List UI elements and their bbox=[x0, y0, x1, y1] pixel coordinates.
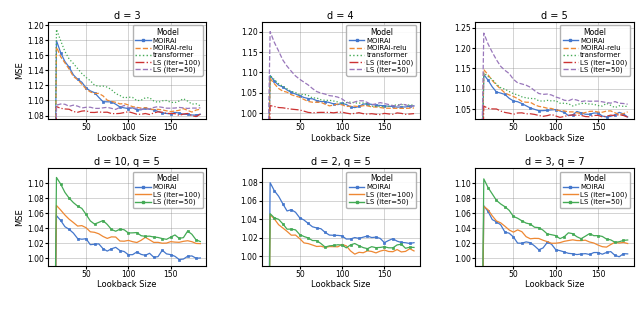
Legend: MOIRAI, LS (iter=100), LS (iter=50): MOIRAI, LS (iter=100), LS (iter=50) bbox=[132, 171, 203, 208]
X-axis label: Lookback Size: Lookback Size bbox=[97, 280, 157, 289]
Title: d = 3, q = 7: d = 3, q = 7 bbox=[525, 157, 584, 167]
X-axis label: Lookback Size: Lookback Size bbox=[311, 280, 371, 289]
Y-axis label: MSE: MSE bbox=[15, 61, 24, 79]
Legend: MOIRAI, MOIRAI-relu, transformer, LS (iter=100), LS (iter=50): MOIRAI, MOIRAI-relu, transformer, LS (it… bbox=[560, 25, 630, 76]
X-axis label: Lookback Size: Lookback Size bbox=[311, 134, 371, 143]
X-axis label: Lookback Size: Lookback Size bbox=[525, 134, 584, 143]
Title: d = 5: d = 5 bbox=[541, 11, 568, 21]
Title: d = 3: d = 3 bbox=[114, 11, 140, 21]
X-axis label: Lookback Size: Lookback Size bbox=[525, 280, 584, 289]
Legend: MOIRAI, MOIRAI-relu, transformer, LS (iter=100), LS (iter=50): MOIRAI, MOIRAI-relu, transformer, LS (it… bbox=[132, 25, 203, 76]
Legend: MOIRAI, MOIRAI-relu, transformer, LS (iter=100), LS (iter=50): MOIRAI, MOIRAI-relu, transformer, LS (it… bbox=[346, 25, 417, 76]
Legend: MOIRAI, LS (iter=100), LS (iter=50): MOIRAI, LS (iter=100), LS (iter=50) bbox=[346, 171, 417, 208]
Title: d = 10, q = 5: d = 10, q = 5 bbox=[94, 157, 160, 167]
Legend: MOIRAI, LS (iter=100), LS (iter=50): MOIRAI, LS (iter=100), LS (iter=50) bbox=[560, 171, 630, 208]
Title: d = 4: d = 4 bbox=[328, 11, 354, 21]
X-axis label: Lookback Size: Lookback Size bbox=[97, 134, 157, 143]
Y-axis label: MSE: MSE bbox=[15, 208, 24, 226]
Title: d = 2, q = 5: d = 2, q = 5 bbox=[311, 157, 371, 167]
